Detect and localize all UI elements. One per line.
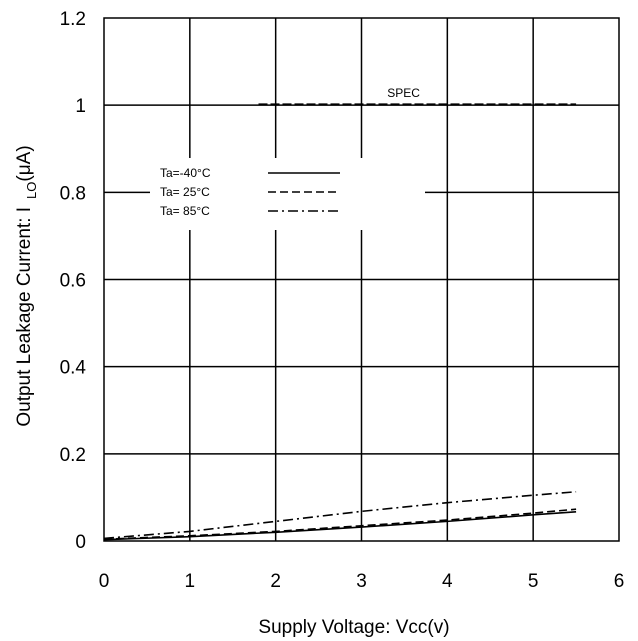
x-tick-label: 4 — [442, 571, 453, 592]
tick-labels: 0 1 2 3 4 5 6 0 0.2 0.4 0.6 0.8 1 1.2 — [60, 9, 625, 592]
series-line — [103, 508, 577, 541]
plot-frame — [103, 17, 620, 542]
legend-label: Ta=-40°C — [160, 166, 211, 180]
y-tick-label: 0.6 — [60, 271, 86, 292]
y-tick-label: 0.4 — [60, 358, 87, 379]
y-axis-label-subscript: LO — [24, 182, 39, 199]
y-tick-label: 0.2 — [60, 445, 86, 466]
legend-label: Ta= 25°C — [160, 185, 210, 199]
series-line — [103, 511, 577, 541]
legend-background — [150, 158, 425, 230]
x-tick-label: 0 — [99, 571, 110, 592]
x-tick-label: 2 — [270, 571, 281, 592]
y-tick-label: 0 — [75, 532, 86, 553]
x-tick-label: 6 — [614, 571, 625, 592]
y-tick-label: 0.8 — [60, 183, 86, 204]
x-tick-label: 3 — [356, 571, 367, 592]
y-tick-label: 1.2 — [60, 9, 86, 30]
y-axis-label-unit: (μA) — [14, 145, 35, 181]
series-line — [103, 490, 577, 540]
y-axis-label-text: Output Leakage Current: I LO(μA) — [14, 145, 39, 426]
x-tick-label: 1 — [185, 571, 196, 592]
legend: Ta=-40°C Ta= 25°C Ta= 85°C — [160, 166, 340, 218]
y-axis-label: Output Leakage Current: I LO(μA) — [14, 145, 39, 426]
grid — [104, 18, 619, 541]
x-axis-label: Supply Voltage: Vcc(v) — [258, 617, 449, 638]
legend-label: Ta= 85°C — [160, 204, 210, 218]
y-tick-label: 1 — [75, 96, 86, 117]
y-axis-label-main: Output Leakage Current: I — [14, 207, 35, 427]
spec-label: SPEC — [387, 86, 420, 100]
x-tick-label: 5 — [528, 571, 539, 592]
series — [103, 490, 577, 541]
